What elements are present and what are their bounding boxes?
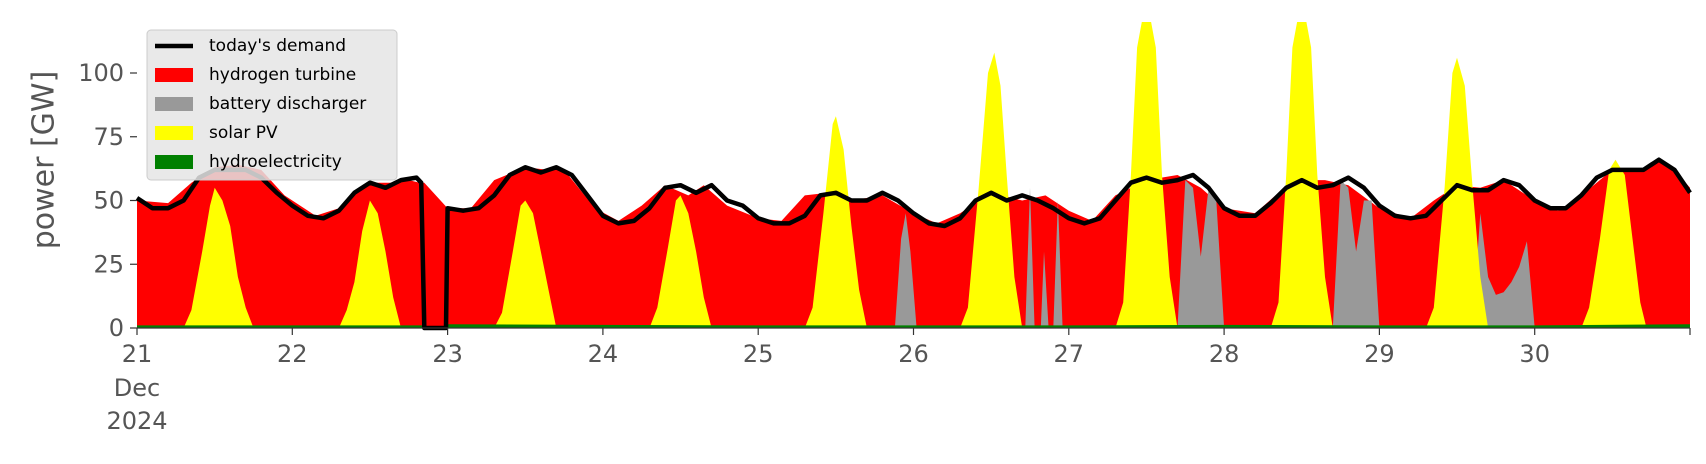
x-tick-label: 23: [432, 340, 463, 368]
legend-label-hydro: hydroelectricity: [209, 152, 342, 172]
y-tick-label: 100: [78, 59, 124, 87]
x-tick-label: 26: [898, 340, 929, 368]
legend: today's demand hydrogen turbine battery di…: [146, 29, 398, 181]
demand-line: [135, 157, 1692, 331]
legend-label-hydrogen: hydrogen turbine: [209, 65, 356, 85]
legend-label-battery: battery discharger: [209, 94, 366, 114]
area-hydro: [137, 324, 1690, 328]
area-battery: [137, 180, 1690, 328]
legend-box: [146, 29, 398, 181]
axes-layer: power [GW] 0 25 50 75 100 21 22 23 24 25 26 27 28 29 3…: [27, 59, 1691, 435]
x-tick-label: 21: [122, 340, 153, 368]
legend-swatch-hydro: [155, 155, 193, 169]
legend-swatch-battery: [155, 97, 193, 111]
y-tick-label: 50: [93, 187, 124, 215]
legend-label-solar: solar PV: [209, 123, 278, 143]
x-tick-label: 24: [588, 340, 619, 368]
y-tick-label: 25: [93, 250, 124, 278]
y-axis-label: power [GW]: [27, 71, 62, 250]
demand-line-layer: [135, 157, 1692, 331]
area-layer: [137, 22, 1690, 328]
legend-label-demand: today's demand: [209, 36, 346, 56]
y-tick-label: 75: [93, 123, 124, 151]
x-date-label: Dec: [114, 374, 160, 402]
y-tick-label: 0: [109, 314, 124, 342]
x-tick-label: 28: [1209, 340, 1240, 368]
legend-swatch-solar: [155, 126, 193, 140]
x-date-label: 2024: [106, 407, 167, 435]
area-solar: [137, 22, 1690, 328]
x-tick-label: 30: [1519, 340, 1550, 368]
x-tick-label: 27: [1054, 340, 1085, 368]
x-tick-label: 22: [277, 340, 308, 368]
legend-swatch-hydrogen: [155, 68, 193, 82]
x-tick-label: 29: [1364, 340, 1395, 368]
x-tick-label: 25: [743, 340, 774, 368]
